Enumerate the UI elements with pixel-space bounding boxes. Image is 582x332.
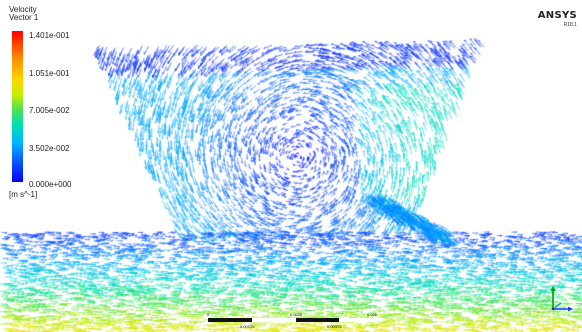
scale-tick-top-1: 0.0025 (290, 312, 303, 317)
brand-logo: ANSYS R18.1 (538, 10, 577, 28)
legend-label-max: 1.401e-001 (29, 31, 70, 40)
legend-title-line1: Velocity (9, 5, 37, 14)
scale-bar: 0 0.0025 0.025 (m) 0.00125 0.00375 (207, 312, 383, 331)
legend-title: Velocity Vector 1 (9, 6, 38, 22)
scale-tick-bottom-1: 0.00375 (327, 324, 342, 329)
axis-y-arrow-icon (550, 286, 556, 291)
scale-tick-top-0: 0 (207, 312, 210, 317)
legend-label-3: 1.051e-001 (29, 69, 70, 78)
brand-name: ANSYS (537, 10, 577, 21)
scale-tick-bottom-0: 0.00125 (240, 324, 255, 329)
scale-bar-gap-2 (339, 318, 383, 322)
brand-version: R18.1 (563, 22, 577, 28)
legend-title-line2: Vector 1 (9, 13, 39, 22)
scale-bar-gap-1 (252, 318, 296, 322)
legend-unit: [m s^-1] (9, 190, 38, 199)
axis-x-arrow-icon (568, 306, 573, 312)
legend-label-2: 7.005e-002 (29, 106, 70, 115)
legend-label-min: 0.000e+000 (29, 180, 72, 189)
axis-origin (551, 307, 555, 311)
legend-color-bar (12, 31, 23, 182)
axes-triad (550, 286, 573, 312)
axis-z-line (552, 302, 562, 310)
legend-label-1: 3.502e-002 (29, 144, 70, 153)
